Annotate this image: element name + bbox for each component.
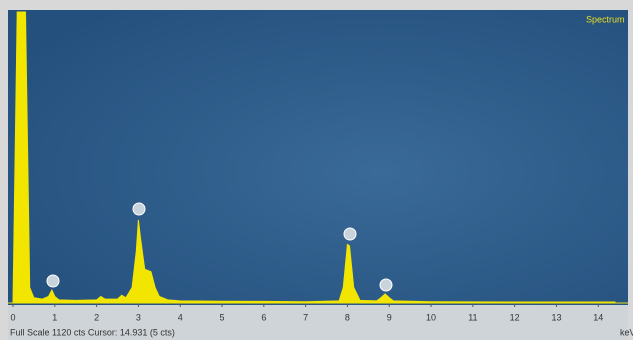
- x-tick-label: 4: [178, 312, 183, 322]
- peak-marker: [133, 203, 145, 215]
- unit-label: keV: [620, 327, 633, 337]
- plot-area: [8, 10, 628, 305]
- x-tick-label: 0: [10, 312, 15, 322]
- status-text: Full Scale 1120 cts Cursor: 14.931 (5 ct…: [10, 327, 175, 337]
- spectrum-label: Spectrum: [586, 14, 625, 24]
- x-tick-label: 7: [303, 312, 308, 322]
- x-tick-label: 9: [387, 312, 392, 322]
- peak-marker: [344, 228, 356, 240]
- x-tick-label: 2: [94, 312, 99, 322]
- x-tick-label: 12: [510, 312, 520, 322]
- x-tick-label: 6: [261, 312, 266, 322]
- x-tick-label: 10: [426, 312, 436, 322]
- x-tick-label: 3: [136, 312, 141, 322]
- spectrum-window: Spectrum Full Scale 1120 cts Cursor: 14.…: [0, 0, 633, 340]
- x-tick-label: 5: [220, 312, 225, 322]
- x-tick-label: 14: [593, 312, 603, 322]
- peak-marker: [47, 275, 59, 287]
- x-tick-label: 8: [345, 312, 350, 322]
- x-tick-label: 1: [52, 312, 57, 322]
- x-tick-label: 13: [551, 312, 561, 322]
- peak-marker: [380, 279, 392, 291]
- x-tick-label: 11: [468, 312, 477, 322]
